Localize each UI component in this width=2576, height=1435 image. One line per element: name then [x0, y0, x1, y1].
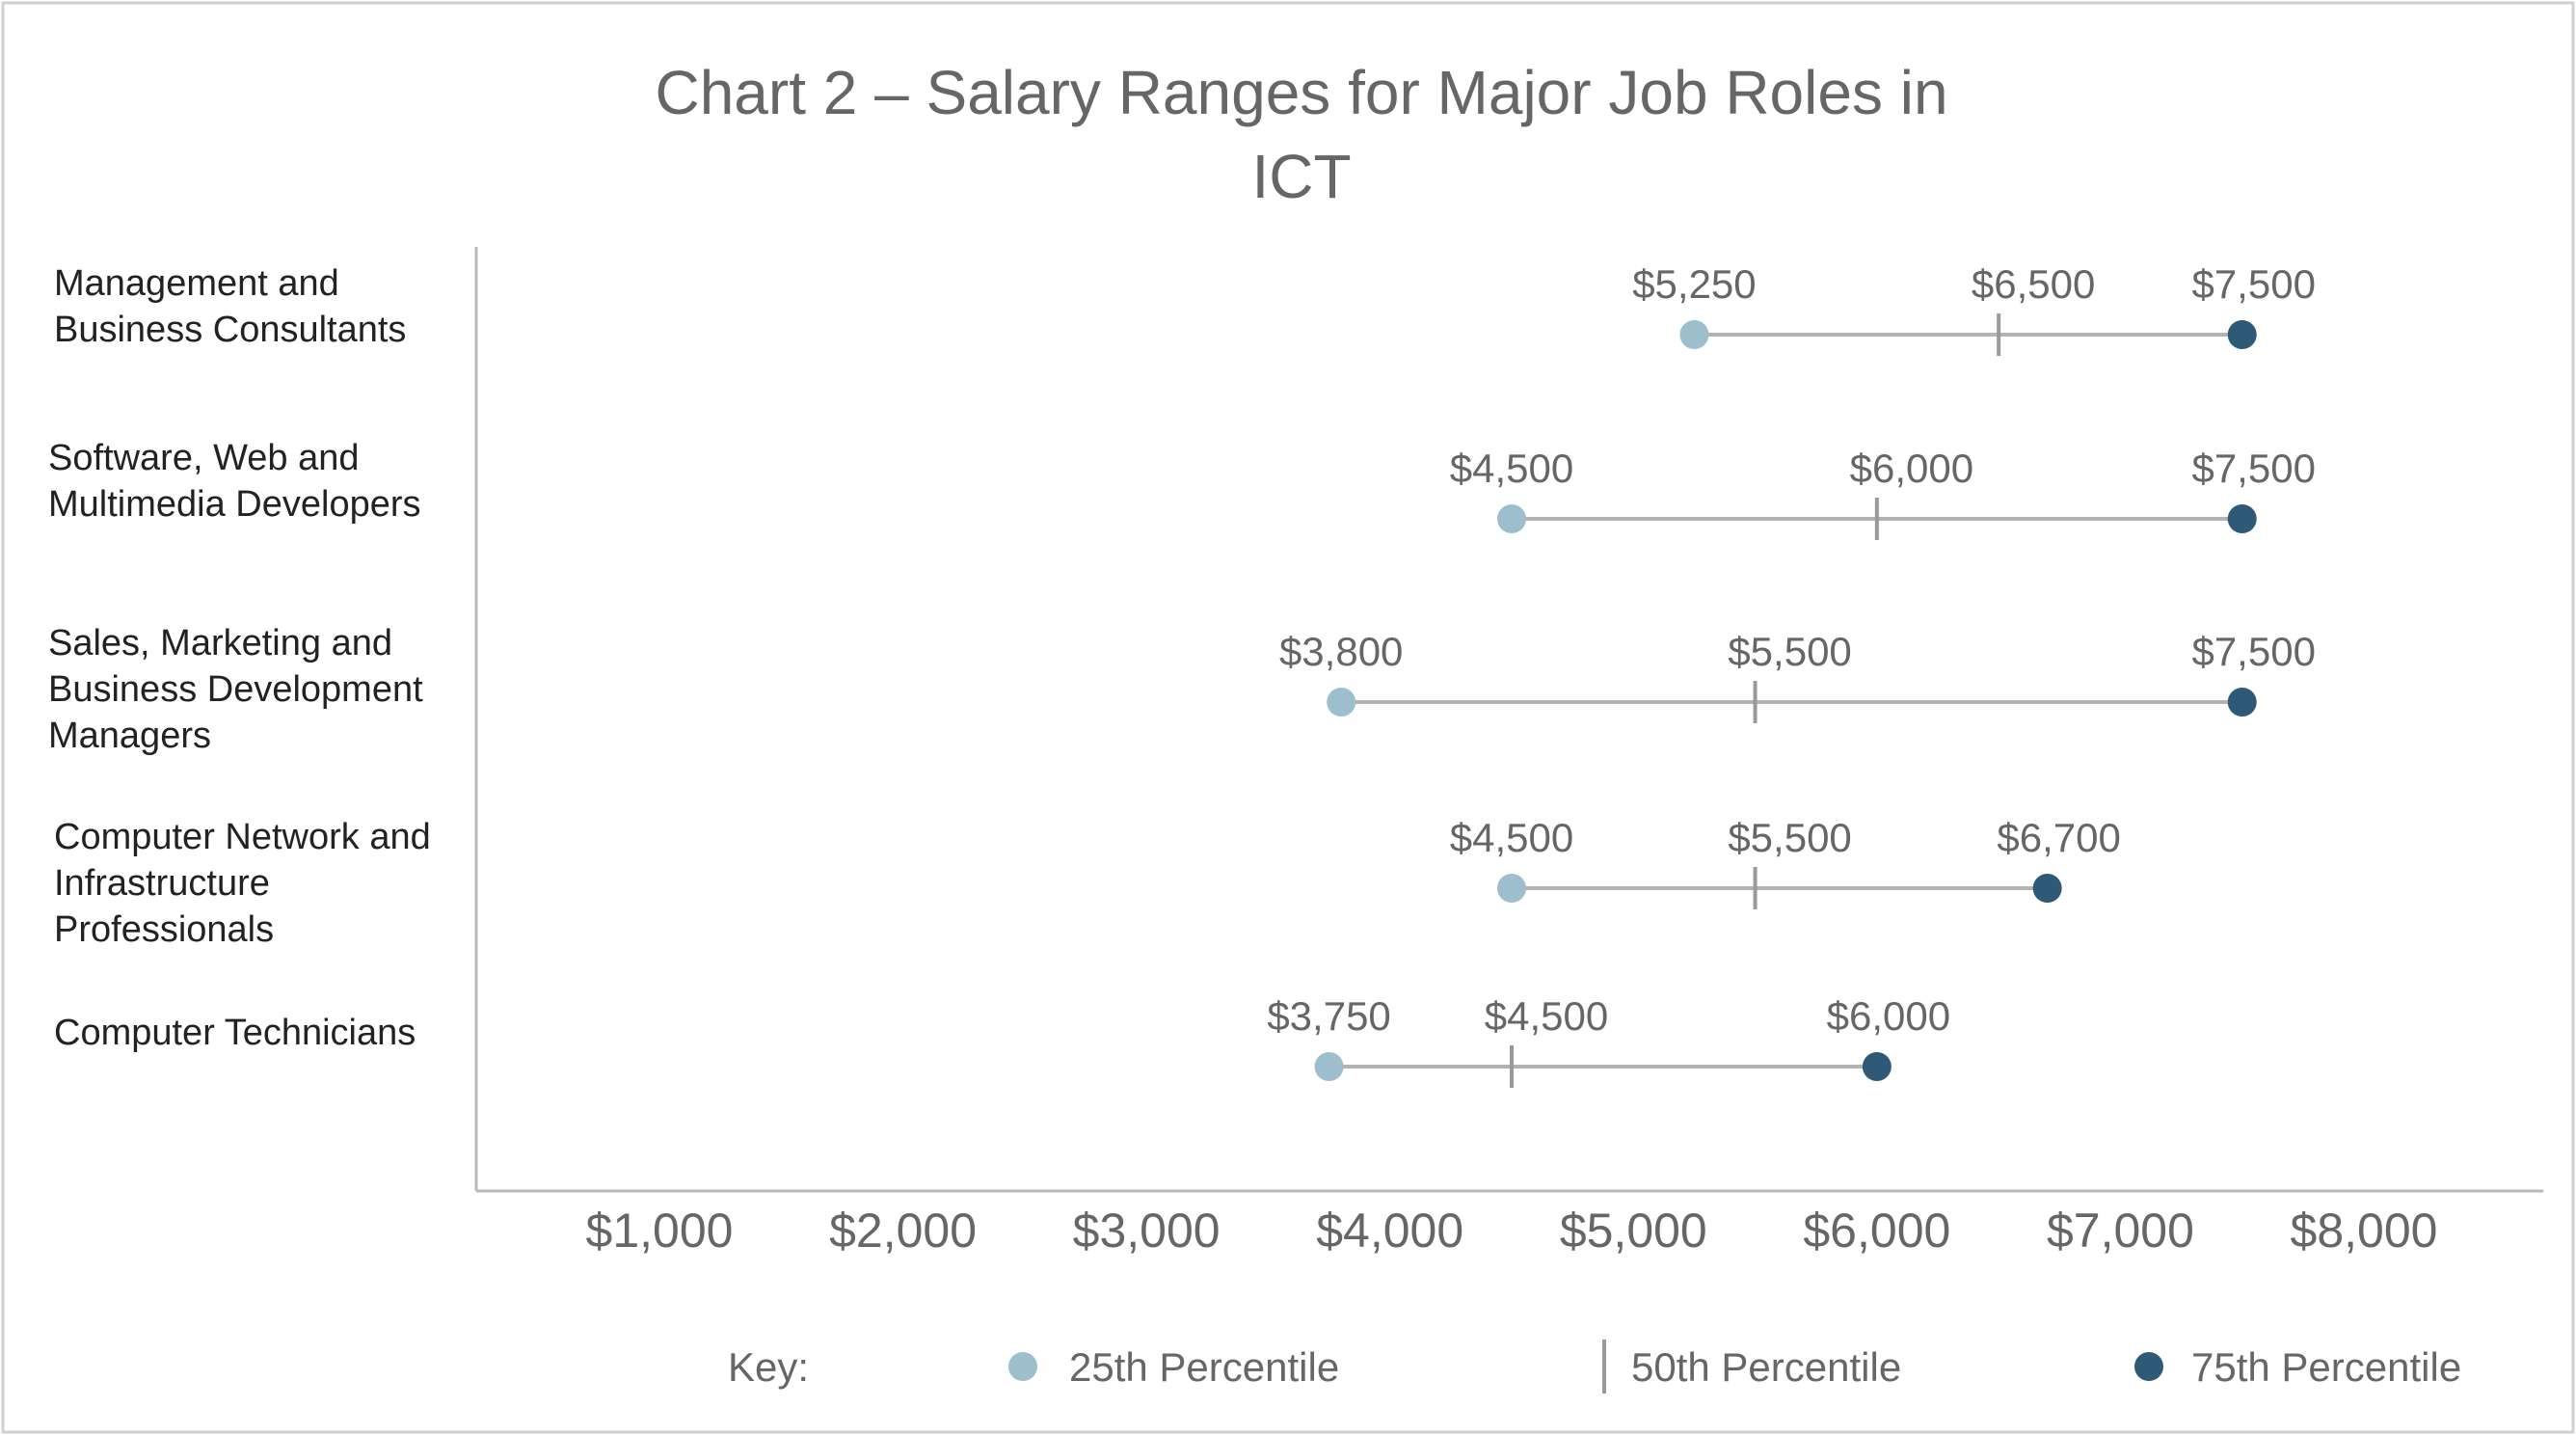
- legend-item-label: 50th Percentile: [1631, 1344, 1901, 1390]
- p75-value-label: $7,500: [2191, 261, 2315, 307]
- p75-value-label: $6,700: [1997, 815, 2120, 860]
- p50-value-label: $6,000: [1850, 446, 1973, 491]
- legend-p75-dot: [2134, 1352, 2163, 1381]
- x-tick-label: $8,000: [2291, 1204, 2438, 1258]
- p75-dot: [2227, 320, 2257, 349]
- role-label: Software, Web and: [48, 438, 359, 478]
- x-tick-label: $7,000: [2047, 1204, 2194, 1258]
- role-label: Computer Network and: [54, 817, 431, 857]
- role-labels: Management and Business Consultants Softwa…: [48, 263, 431, 1053]
- p50-value-label: $6,500: [1972, 261, 2095, 307]
- p25-value-label: $4,500: [1450, 815, 1573, 860]
- p75-dot: [2227, 504, 2257, 533]
- x-tick-label: $4,000: [1316, 1204, 1463, 1258]
- role-label: Sales, Marketing and: [48, 623, 392, 663]
- role-label: Business Development: [48, 669, 423, 710]
- plot-area: $5,250 $6,500 $7,500 $4,500 $6,000 $7,500 $3,8…: [1267, 261, 2316, 1088]
- x-tick-label: $2,000: [829, 1204, 977, 1258]
- role-label: Infrastructure: [54, 863, 270, 904]
- legend-item-label: 75th Percentile: [2191, 1344, 2461, 1390]
- legend-item-label: 25th Percentile: [1069, 1344, 1339, 1390]
- p75-value-label: $7,500: [2191, 629, 2315, 674]
- role-label: Business Consultants: [54, 310, 406, 350]
- p25-value-label: $3,750: [1267, 993, 1390, 1039]
- chart-title-line: ICT: [1251, 142, 1351, 211]
- p25-dot: [1327, 688, 1356, 717]
- legend-key-label: Key:: [728, 1344, 809, 1390]
- x-tick-label: $6,000: [1803, 1204, 1950, 1258]
- p25-dot: [1314, 1052, 1344, 1081]
- p75-value-label: $7,500: [2191, 446, 2315, 491]
- role-label: Managers: [48, 716, 211, 756]
- role-label: Professionals: [54, 909, 274, 950]
- p50-value-label: $4,500: [1485, 993, 1608, 1039]
- role-label: Multimedia Developers: [48, 484, 421, 525]
- p75-value-label: $6,000: [1827, 993, 1950, 1039]
- chart-title: Chart 2 – Salary Ranges for Major Job Ro…: [655, 58, 1947, 211]
- p75-dot: [2227, 688, 2257, 717]
- x-tick-label: $3,000: [1073, 1204, 1221, 1258]
- role-label: Computer Technicians: [54, 1013, 416, 1053]
- x-tick-label: $1,000: [586, 1204, 734, 1258]
- legend-p25-dot: [1008, 1352, 1037, 1381]
- p75-dot: [2032, 874, 2062, 903]
- p25-value-label: $4,500: [1450, 446, 1573, 491]
- p25-value-label: $5,250: [1632, 261, 1756, 307]
- chart-title-line: Chart 2 – Salary Ranges for Major Job Ro…: [655, 58, 1947, 127]
- x-tick-label: $5,000: [1560, 1204, 1707, 1258]
- p25-dot: [1497, 504, 1526, 533]
- p75-dot: [1862, 1052, 1892, 1081]
- p50-value-label: $5,500: [1728, 629, 1851, 674]
- p25-dot: [1679, 320, 1709, 349]
- legend: Key: 25th Percentile 50th Percentile 75th P…: [728, 1340, 2461, 1394]
- p50-value-label: $5,500: [1728, 815, 1851, 860]
- x-axis-ticks: $1,000 $2,000 $3,000 $4,000 $5,000 $6,000 $7,0…: [586, 1204, 2438, 1258]
- p25-dot: [1497, 874, 1526, 903]
- role-label: Management and: [54, 263, 339, 304]
- p25-value-label: $3,800: [1279, 629, 1403, 674]
